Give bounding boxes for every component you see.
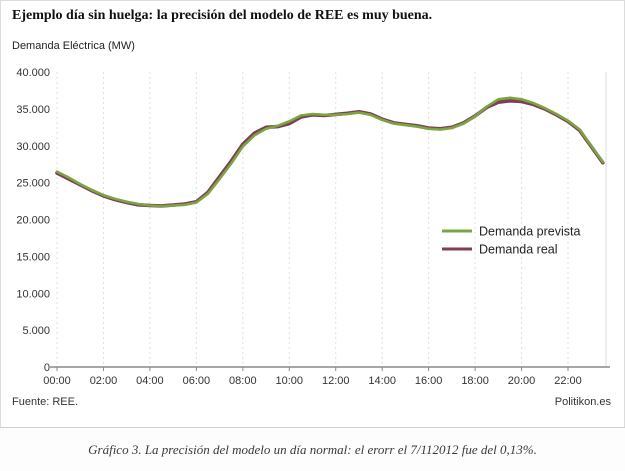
chart-title: Ejemplo día sin huelga: la precisión del… [12,8,433,23]
y-tick-label: 40.000 [16,67,50,79]
y-tick-label: 5.000 [22,325,50,337]
series-demanda-real [55,99,605,208]
x-tick-label: 14:00 [368,375,396,387]
demand-line-chart: 0 5.000 10.000 15.000 20.000 25.000 30.000 35.0… [16,67,610,387]
y-axis-label: Demanda Eléctrica (MW) [12,40,135,52]
x-tick-label: 06:00 [183,375,211,387]
y-tick-label: 35.000 [16,104,50,116]
x-tick-label: 20:00 [508,375,536,387]
figure-caption: Gráfico 3. La precisión del modelo un dí… [88,441,537,457]
series-demanda-prevista [55,96,605,208]
y-tick-label: 10.000 [16,288,50,300]
x-tick-label: 22:00 [554,375,582,387]
site-credit: Politikon.es [554,396,611,408]
x-tick-label: 04:00 [136,375,164,387]
x-tick-label: 16:00 [415,375,443,387]
y-tick-label: 0 [44,362,50,374]
legend-label: Demanda real [479,243,558,257]
caption-bar: Gráfico 3. La precisión del modelo un dí… [0,427,625,471]
y-tick-label: 15.000 [16,251,50,263]
source-note: Fuente: REE. [12,396,79,408]
x-tick-label: 08:00 [229,375,257,387]
legend-label: Demanda prevista [479,225,580,239]
x-tick-label: 18:00 [461,375,489,387]
x-tick-label: 02:00 [90,375,118,387]
x-tick-label: 10:00 [276,375,304,387]
y-tick-label: 30.000 [16,141,50,153]
y-tick-label: 25.000 [16,178,50,190]
y-tick-label: 20.000 [16,215,50,227]
x-tick-label: 12:00 [322,375,350,387]
x-tick-label: 00:00 [43,375,71,387]
